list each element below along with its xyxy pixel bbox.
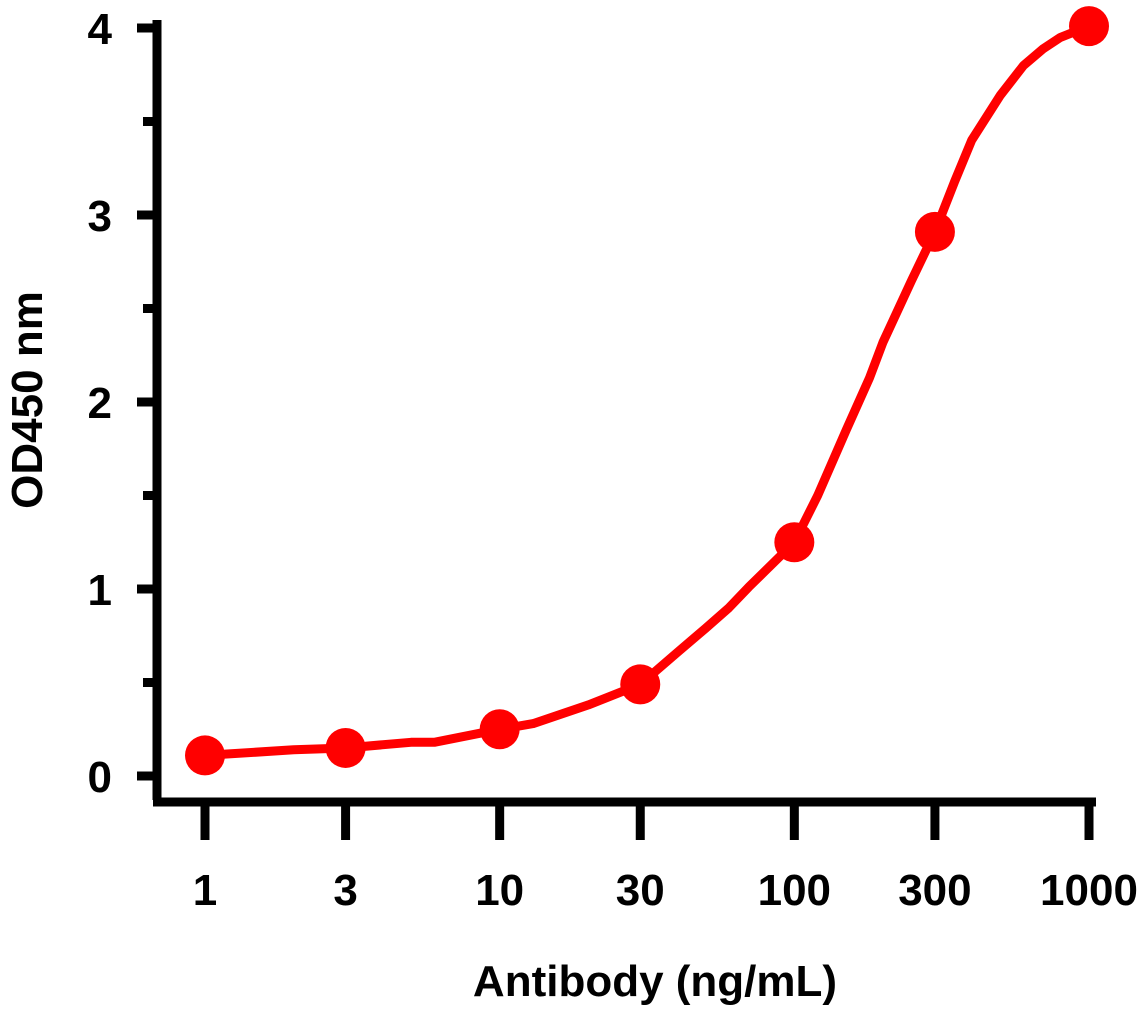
data-point — [914, 211, 955, 252]
data-point — [325, 727, 366, 768]
y-tick-label: 3 — [88, 192, 112, 241]
series-layer — [185, 6, 1109, 776]
y-tick-label: 4 — [88, 5, 113, 54]
x-axis: 1 3 10 30 100 300 1000 — [153, 797, 1138, 915]
y-axis: 0 1 2 3 4 — [88, 5, 162, 802]
y-tick-label: 0 — [88, 753, 112, 802]
series-line — [200, 21, 1094, 760]
x-tick-label: 10 — [475, 866, 524, 915]
x-tick-label: 1 — [193, 866, 217, 915]
x-tick-label: 1000 — [1040, 866, 1138, 915]
x-tick-label: 100 — [758, 866, 831, 915]
data-point — [1069, 6, 1109, 47]
y-tick-label: 1 — [88, 566, 112, 615]
y-tick-label: 2 — [88, 379, 112, 428]
x-tick-label: 30 — [616, 866, 665, 915]
x-tick-label: 3 — [333, 866, 357, 915]
x-tick-label: 300 — [898, 866, 971, 915]
x-axis-label: Antibody (ng/mL) — [473, 957, 837, 1006]
data-point — [620, 664, 661, 705]
y-axis-label: OD450 nm — [3, 291, 52, 509]
data-point — [774, 522, 815, 563]
data-point — [185, 735, 225, 776]
data-point — [479, 709, 520, 750]
